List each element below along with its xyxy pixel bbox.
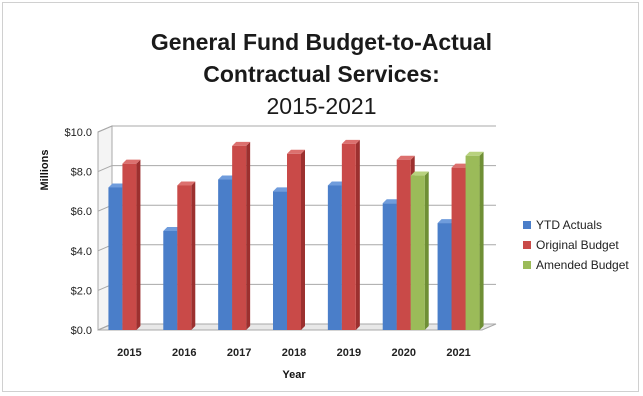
- bar-side: [424, 171, 429, 330]
- bar-top: [177, 181, 196, 186]
- x-tick-label: 2016: [172, 347, 196, 359]
- bar: [232, 145, 247, 330]
- bar-side: [191, 181, 196, 330]
- x-tick-label: 2021: [446, 347, 470, 359]
- y-tick-label: $6.0: [71, 206, 92, 218]
- y-tick-label: $2.0: [71, 285, 92, 297]
- chart-title-line-1: General Fund Budget-to-Actual: [150, 29, 493, 55]
- bar-top: [163, 227, 182, 231]
- legend-swatch: [523, 261, 531, 269]
- gridline-depth: [97, 165, 113, 173]
- bar-top: [122, 159, 141, 164]
- bar-top: [451, 163, 470, 168]
- chart-title-line-2: Contractual Services:: [203, 61, 440, 87]
- x-tick-label: 2017: [227, 347, 251, 359]
- legend-swatch: [523, 241, 531, 249]
- x-tick-label: 2020: [391, 347, 415, 359]
- y-tick-label: $8.0: [71, 167, 92, 179]
- bar-top: [341, 139, 360, 144]
- bar-top: [108, 183, 127, 188]
- bar: [108, 187, 123, 330]
- bar: [273, 191, 287, 330]
- x-tick-label: 2019: [337, 347, 361, 359]
- legend-swatch: [523, 221, 531, 229]
- bar: [163, 231, 178, 330]
- bar: [451, 167, 466, 330]
- bar: [177, 185, 192, 330]
- chart-title-block: General Fund Budget-to-Actual Contractua…: [0, 26, 643, 122]
- bar: [122, 163, 137, 330]
- bar-side: [246, 141, 251, 330]
- x-tick-label: 2018: [282, 347, 306, 359]
- bar-top: [218, 175, 237, 180]
- bar: [287, 153, 301, 330]
- bar: [341, 143, 356, 330]
- bar-top: [410, 171, 429, 176]
- y-axis-title: Millions: [39, 150, 51, 191]
- y-tick-label: $4.0: [71, 246, 92, 258]
- bar-top: [273, 187, 291, 192]
- y-tick-label: $0.0: [71, 325, 92, 337]
- y-tick-label: $10.0: [64, 127, 92, 139]
- bar: [437, 223, 452, 330]
- bar: [465, 155, 480, 330]
- bar: [327, 185, 342, 330]
- bar-top: [465, 151, 484, 156]
- bar-side: [479, 151, 484, 330]
- bar: [396, 159, 411, 330]
- chart-subtitle: 2015-2021: [266, 93, 377, 119]
- x-axis-title: Year: [282, 369, 306, 381]
- bar: [410, 175, 425, 330]
- x-tick-label: 2015: [117, 347, 141, 359]
- bar-side: [301, 149, 305, 330]
- bar-side: [136, 159, 141, 330]
- bar-side: [355, 139, 360, 330]
- legend-label: Amended Budget: [536, 258, 629, 272]
- bar: [218, 179, 233, 330]
- gridline-depth: [97, 125, 113, 133]
- legend-label: YTD Actuals: [536, 218, 602, 232]
- bar-top: [396, 155, 415, 160]
- bar-top: [327, 181, 346, 186]
- bar-top: [232, 141, 251, 146]
- bar: [382, 203, 397, 330]
- legend-label: Original Budget: [536, 238, 619, 252]
- bar-top: [382, 199, 401, 204]
- bar-top: [437, 219, 456, 224]
- bar-top: [287, 149, 305, 154]
